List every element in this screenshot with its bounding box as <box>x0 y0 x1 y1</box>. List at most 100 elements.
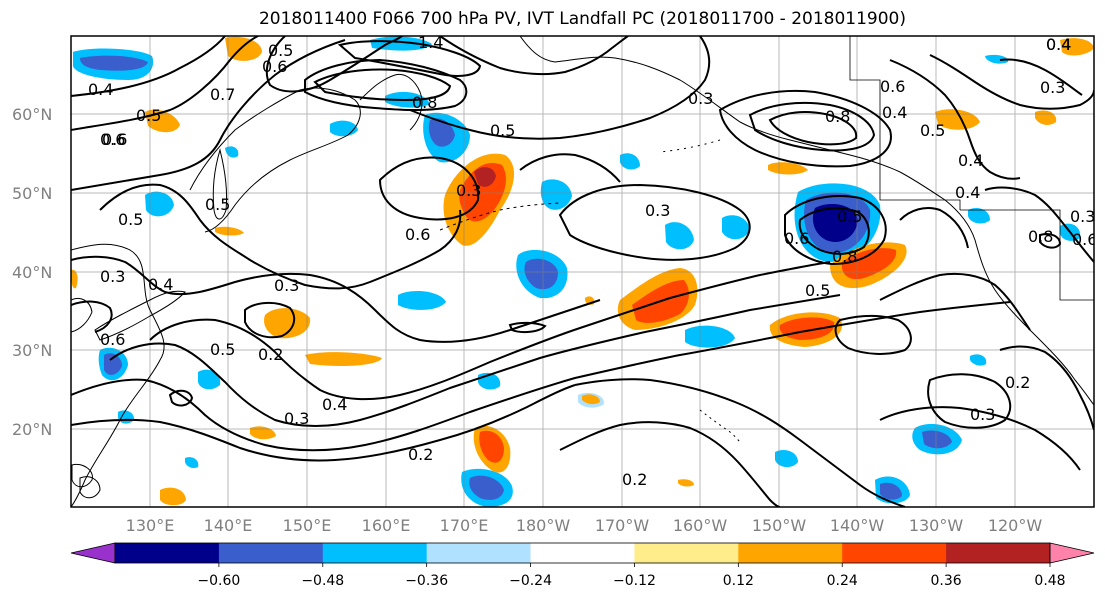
pv-contour <box>999 58 1083 96</box>
contour-label: 0.5 <box>805 281 830 300</box>
pv-positive-region <box>1060 38 1094 56</box>
pv-positive-region <box>264 308 311 339</box>
pv-negative-region <box>970 354 987 366</box>
contour-label: 0.4 <box>322 395 347 414</box>
colorbar-swatch <box>738 543 843 563</box>
contour-label: 0.6 <box>405 225 430 244</box>
contour-label: 0.6 <box>262 57 287 76</box>
pv-contour <box>1039 233 1062 249</box>
pv-negative-region <box>198 369 221 390</box>
pv-negative-region <box>620 153 640 170</box>
contour-label: 0.8 <box>1028 227 1053 246</box>
contour-label: 0.4 <box>882 103 907 122</box>
map-frame <box>70 35 1095 508</box>
pv-contour <box>718 89 892 168</box>
pv-positive-region <box>841 248 897 280</box>
pv-contour <box>313 68 452 102</box>
pv-contour <box>244 302 296 339</box>
pv-contour <box>337 40 482 77</box>
colorbar-swatch <box>426 543 532 563</box>
pv-negative-region <box>104 353 122 375</box>
pv-contour <box>409 36 711 140</box>
lon-label-130w: 130°W <box>909 516 964 535</box>
pv-negative-region <box>665 222 694 250</box>
lon-label-180w: 180°W <box>516 516 571 535</box>
island-chain <box>659 139 721 153</box>
pv-contour <box>71 301 1011 452</box>
lon-label-150e: 150°E <box>283 516 332 535</box>
pv-positive-region <box>678 479 694 487</box>
contour-label: 0.5 <box>205 195 230 214</box>
contour-label: 0.6 <box>100 130 125 149</box>
contour-label: 0.6 <box>784 229 809 248</box>
pv-negative-region <box>985 54 1009 64</box>
contour-label: 0.2 <box>622 470 647 489</box>
pv-contour <box>879 272 1031 331</box>
pv-contour <box>834 314 912 355</box>
contour-label: 0.6 <box>1072 230 1097 249</box>
coastline-japan <box>94 290 186 341</box>
contour-label: 0.5 <box>837 207 862 226</box>
contour-label: 0.4 <box>958 151 983 170</box>
colorbar-tick-label: −0.12 <box>613 573 656 589</box>
pv-contour <box>784 195 887 266</box>
pv-positive-region <box>160 487 186 506</box>
coastline-alaska <box>519 36 901 173</box>
pv-positive-region <box>215 226 244 236</box>
pv-contour <box>984 186 1094 263</box>
pv-contour <box>558 183 751 261</box>
contour-label: 0.7 <box>210 85 235 104</box>
pv-contour <box>889 59 1021 180</box>
colorbar-extend-low <box>70 542 116 564</box>
pv-contour <box>71 255 601 343</box>
pv-contour <box>879 406 1081 471</box>
colorbar-extend-high <box>1049 542 1095 564</box>
lat-label-50n: 50°N <box>12 184 52 203</box>
colorbar-outline <box>114 542 1051 564</box>
pv-negative-region <box>812 204 858 242</box>
colorbar: −0.60 −0.48 −0.36 −0.24 −0.12 0.12 0.24 0.36 0.4… <box>70 542 1095 589</box>
contour-label: 0.5 <box>920 121 945 140</box>
pv-negative-region <box>524 258 558 290</box>
contour-label: 0.2 <box>258 345 283 364</box>
contour-label: 0.2 <box>408 445 433 464</box>
contour-label: 0.8 <box>832 247 857 266</box>
pv-shading <box>71 36 1094 507</box>
colorbar-tick-label: 0.48 <box>1034 573 1065 589</box>
map-panel: 0.5 0.6 0.4 1.4 0.4 0.6 0.5 0.7 0.8 0.5 … <box>71 33 1097 507</box>
contour-label: 1.4 <box>418 33 443 52</box>
colorbar-tick-label: −0.48 <box>301 573 344 589</box>
contour-label: 0.5 <box>118 210 143 229</box>
colorbar-tick-label: 0.24 <box>827 573 858 589</box>
colorbar-tick-label: −0.36 <box>405 573 448 589</box>
pv-negative-region <box>540 179 572 210</box>
coastline-siberia <box>359 73 423 131</box>
coastline-sakhalin <box>212 148 228 220</box>
lon-label-150w: 150°W <box>752 516 807 535</box>
contour-label: 0.3 <box>645 201 670 220</box>
contour-label: 0.3 <box>274 276 299 295</box>
lon-label-120w: 120°W <box>988 516 1043 535</box>
pv-contour <box>798 207 870 255</box>
coastline-korea-china <box>71 298 93 333</box>
island-chain <box>439 202 561 231</box>
pv-contours <box>71 36 1094 507</box>
coastline-taiwan <box>79 476 101 499</box>
colorbar-swatch <box>946 543 1051 563</box>
pv-contour <box>927 373 1012 429</box>
pv-positive-region <box>305 352 382 366</box>
pv-contour <box>929 54 1094 110</box>
contour-label: 0.3 <box>970 405 995 424</box>
colorbar-tick-label: −0.60 <box>197 573 240 589</box>
pv-negative-region <box>428 118 455 147</box>
contour-labels: 0.5 0.6 0.4 1.4 0.4 0.6 0.5 0.7 0.8 0.5 … <box>88 33 1097 489</box>
contour-label: 0.2 <box>1005 373 1030 392</box>
contour-label: 0.6 <box>102 130 127 149</box>
pv-negative-region <box>185 457 199 469</box>
lat-label-30n: 30°N <box>12 341 52 360</box>
pv-positive-region <box>582 394 600 405</box>
contour-label: 0.3 <box>456 181 481 200</box>
pv-contour <box>768 111 858 146</box>
lon-label-170w: 170°W <box>595 516 650 535</box>
